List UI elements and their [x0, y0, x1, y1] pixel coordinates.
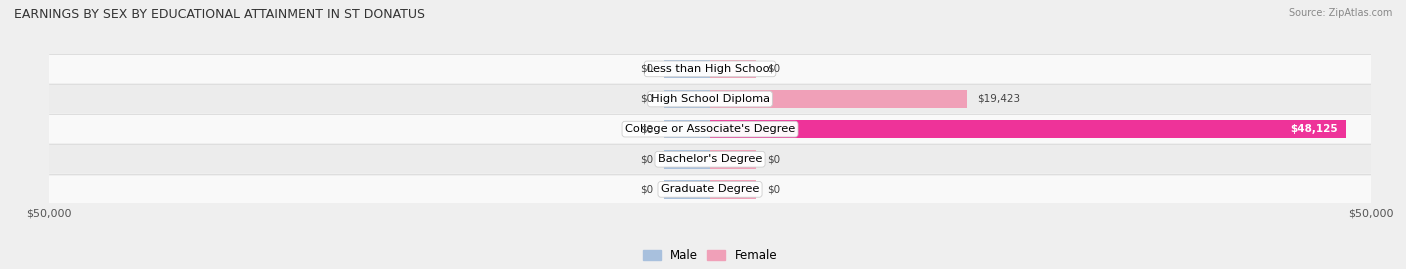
Bar	[49, 115, 1371, 143]
Text: $0: $0	[640, 124, 654, 134]
Text: $0: $0	[766, 154, 780, 164]
Text: $0: $0	[766, 64, 780, 74]
Bar	[49, 145, 1371, 173]
Bar	[49, 85, 1371, 113]
Text: EARNINGS BY SEX BY EDUCATIONAL ATTAINMENT IN ST DONATUS: EARNINGS BY SEX BY EDUCATIONAL ATTAINMEN…	[14, 8, 425, 21]
Text: High School Diploma: High School Diploma	[651, 94, 769, 104]
Text: Source: ZipAtlas.com: Source: ZipAtlas.com	[1288, 8, 1392, 18]
Bar	[49, 55, 1371, 83]
Text: $0: $0	[640, 154, 654, 164]
Bar	[710, 150, 756, 169]
Text: Graduate Degree: Graduate Degree	[661, 184, 759, 194]
Text: $0: $0	[640, 64, 654, 74]
Bar	[664, 90, 710, 108]
Bar	[710, 59, 756, 78]
Bar	[49, 175, 1371, 203]
Text: Bachelor's Degree: Bachelor's Degree	[658, 154, 762, 164]
Bar	[664, 59, 710, 78]
Text: $0: $0	[640, 94, 654, 104]
Text: $0: $0	[640, 184, 654, 194]
Text: College or Associate's Degree: College or Associate's Degree	[624, 124, 796, 134]
Text: $0: $0	[766, 184, 780, 194]
Bar	[710, 90, 967, 108]
Text: $48,125: $48,125	[1291, 124, 1339, 134]
Bar	[664, 180, 710, 199]
Legend: Male, Female: Male, Female	[643, 249, 778, 262]
Bar	[710, 120, 1346, 139]
Text: Less than High School: Less than High School	[647, 64, 773, 74]
Bar	[710, 180, 756, 199]
Bar	[664, 120, 710, 139]
Bar	[664, 150, 710, 169]
Text: $19,423: $19,423	[977, 94, 1021, 104]
